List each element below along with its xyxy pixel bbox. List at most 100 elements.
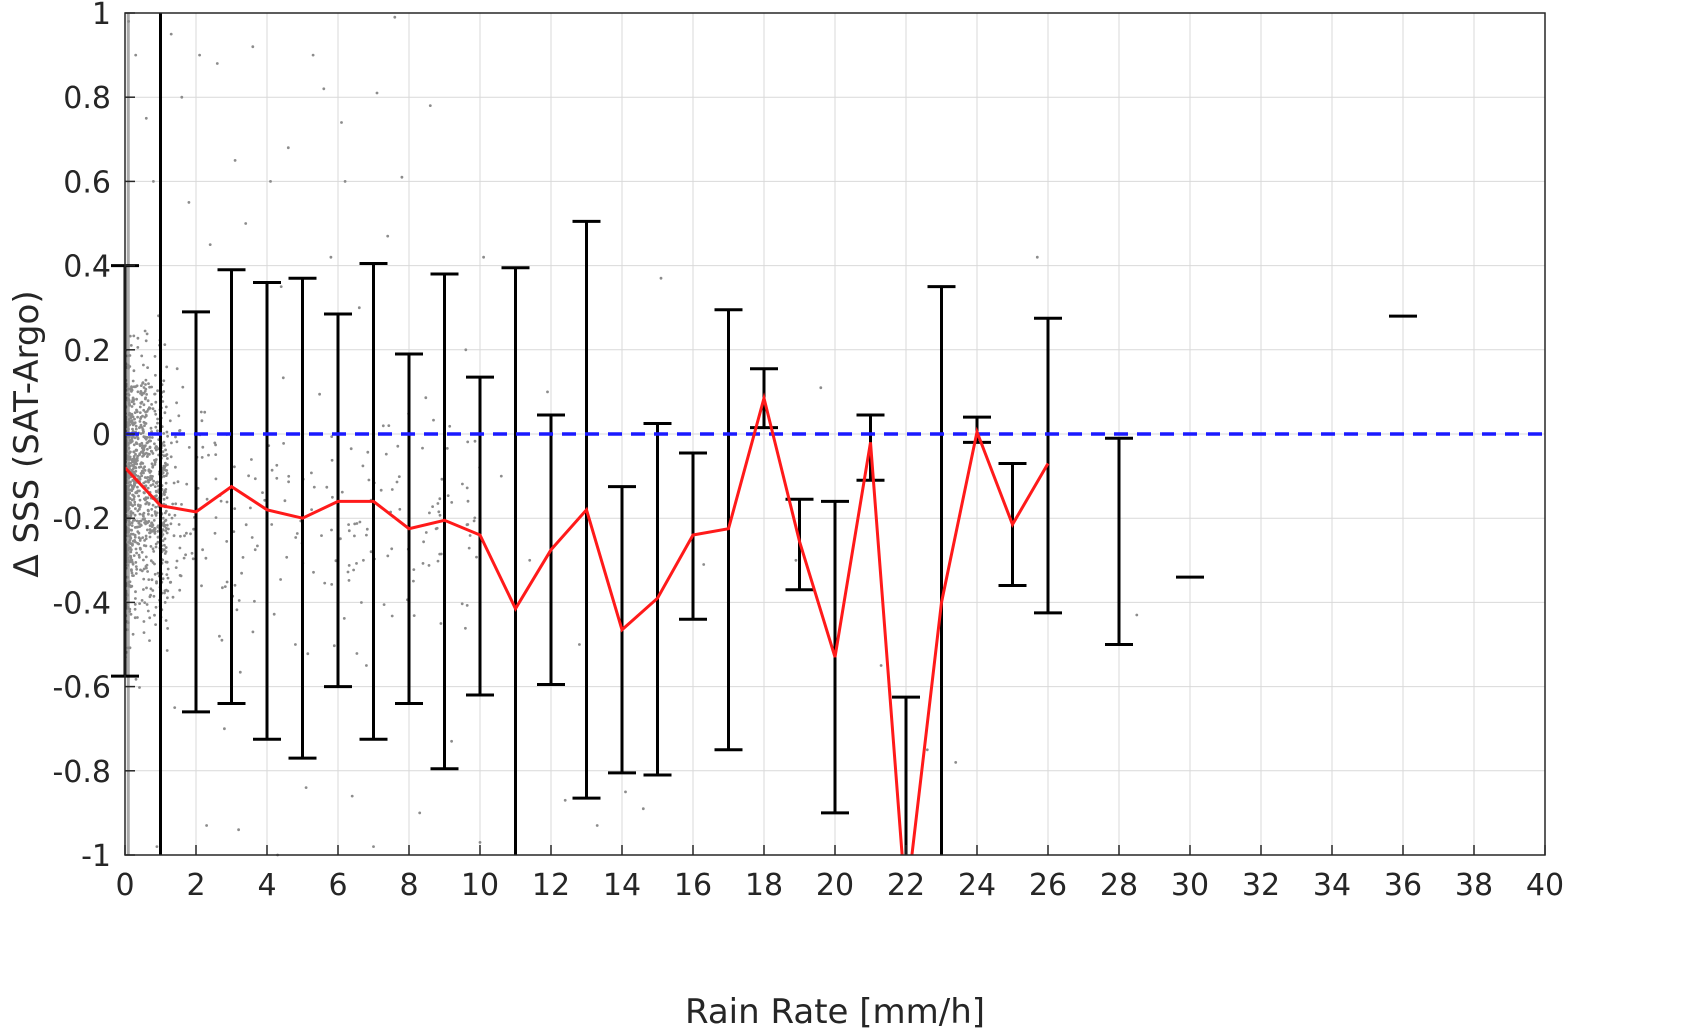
y-tick-label: 0.6 (63, 165, 111, 200)
scatter-point (421, 446, 424, 450)
scatter-point (143, 521, 147, 524)
scatter-point (150, 385, 154, 389)
scatter-point (418, 811, 422, 815)
scatter-point (191, 557, 195, 561)
scatter-point (144, 444, 147, 447)
scatter-point (465, 523, 469, 527)
scatter-point (128, 455, 131, 459)
scatter-point (151, 407, 155, 411)
scatter-point (130, 543, 134, 546)
scatter-point (166, 463, 169, 467)
scatter-point (275, 463, 279, 467)
scatter-point (422, 540, 425, 544)
scatter-point (152, 519, 156, 522)
scatter-point (139, 519, 143, 523)
scatter-point (142, 403, 146, 407)
scatter-point (156, 529, 160, 533)
scatter-point (134, 677, 138, 681)
scatter-point (177, 414, 181, 418)
x-tick-label: 2 (186, 868, 205, 903)
scatter-point (162, 390, 166, 393)
scatter-point (237, 599, 241, 602)
scatter-point (128, 334, 132, 338)
scatter-point (146, 366, 150, 369)
scatter-point (282, 442, 285, 445)
scatter-point (129, 514, 133, 518)
x-tick-label: 28 (1100, 868, 1138, 903)
scatter-point (143, 424, 146, 427)
scatter-point (138, 602, 142, 605)
scatter-point (135, 384, 139, 388)
scatter-point (360, 601, 363, 604)
scatter-point (133, 417, 136, 421)
scatter-point (134, 469, 138, 473)
scatter-point (127, 491, 130, 495)
scatter-point (154, 481, 158, 485)
scatter-point (467, 546, 471, 550)
scatter-point (131, 435, 134, 439)
scatter-point (375, 91, 379, 95)
scatter-point (130, 390, 133, 393)
scatter-point (138, 426, 141, 430)
scatter-point (166, 457, 169, 460)
scatter-point (145, 393, 149, 396)
scatter-point (355, 652, 359, 655)
y-tick-label: 0 (92, 418, 111, 453)
scatter-point (131, 632, 135, 636)
scatter-point (145, 603, 149, 606)
scatter-point (177, 523, 181, 526)
scatter-point (201, 548, 205, 552)
x-tick-label: 0 (115, 868, 134, 903)
scatter-point (131, 539, 135, 543)
scatter-point (139, 384, 143, 387)
scatter-point (126, 496, 130, 500)
scatter-point (154, 512, 157, 516)
scatter-point (151, 589, 155, 592)
scatter-point (175, 367, 179, 371)
scatter-point (439, 552, 443, 556)
scatter-point (175, 440, 179, 444)
scatter-point (347, 579, 351, 582)
scatter-point (436, 502, 440, 505)
scatter-point (240, 571, 244, 575)
scatter-point (174, 435, 177, 439)
mean-line (125, 392, 1050, 855)
scatter-point (169, 32, 173, 36)
scatter-point (361, 464, 365, 468)
scatter-point (343, 180, 347, 183)
scatter-point (465, 604, 469, 607)
scatter-point (141, 513, 145, 517)
scatter-point (128, 546, 132, 549)
scatter-point (131, 574, 134, 577)
scatter-point (225, 500, 229, 504)
scatter-point (204, 556, 208, 560)
scatter-point (130, 439, 134, 443)
scatter-point (175, 401, 179, 405)
scatter-point (250, 536, 254, 539)
scatter-point (311, 53, 315, 57)
scatter-point (154, 542, 158, 546)
scatter-point (126, 646, 130, 650)
scatter-point (214, 516, 218, 519)
x-tick-label: 20 (816, 868, 854, 903)
scatter-point (185, 482, 189, 486)
scatter-point (355, 562, 358, 565)
scatter-point (369, 550, 373, 554)
scatter-point (350, 794, 354, 798)
scatter-point (146, 447, 149, 451)
scatter-point (131, 493, 135, 497)
scatter-point (144, 555, 148, 559)
scatter-point (318, 392, 321, 396)
scatter-point (165, 472, 169, 475)
scatter-point (153, 526, 157, 530)
scatter-point (438, 513, 442, 517)
scatter-point (166, 576, 170, 580)
scatter-point (126, 484, 130, 488)
scatter-point (162, 444, 166, 447)
scatter-point (163, 411, 167, 415)
scatter-point (140, 599, 144, 602)
scatter-point (152, 479, 156, 483)
scatter-point (439, 622, 443, 625)
scatter-point (190, 551, 194, 555)
scatter-point (164, 619, 168, 622)
